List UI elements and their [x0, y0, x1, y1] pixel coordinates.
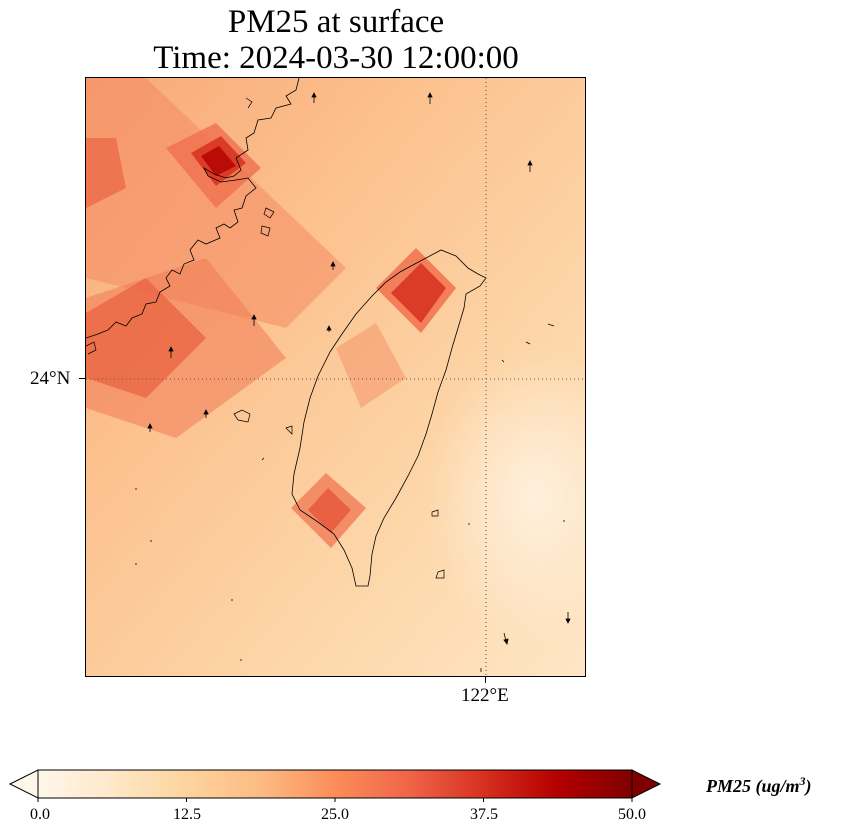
- wind-arrow: [261, 457, 265, 461]
- map-title: PM25 at surface Time: 2024-03-30 12:00:0…: [86, 4, 586, 76]
- coastline-green-island: [431, 509, 445, 579]
- coastline-penghu: [233, 409, 293, 435]
- wind-arrow: [330, 261, 336, 270]
- colorbar-label: PM25 (ug/m3): [706, 774, 812, 797]
- wind-arrow: [565, 612, 571, 624]
- colorbar-tick-4: 50.0: [618, 806, 646, 823]
- pm25-hotspot-southwest-taiwan: [291, 473, 366, 548]
- colorbar-label-exponent: 3: [799, 774, 806, 788]
- colorbar-gradient: [37, 769, 633, 799]
- pm25-low-area-southeast: [426, 348, 585, 648]
- pm25-moderate-central-taiwan: [336, 323, 406, 408]
- colorbar: [8, 769, 662, 802]
- colorbar-label-text: PM25 (ug/m: [706, 776, 800, 796]
- wind-vectors: [135, 92, 571, 672]
- wind-arrow: [547, 323, 555, 327]
- lon-tick-mark: [485, 677, 486, 683]
- lat-tick-label: 24°N: [30, 368, 71, 389]
- colorbar-label-close: ): [805, 776, 812, 796]
- colorbar-tick-2: 25.0: [321, 806, 349, 823]
- pm25-field-map: [86, 78, 585, 676]
- title-line-time: Time: 2024-03-30 12:00:00: [153, 40, 519, 76]
- wind-arrow: [203, 409, 209, 418]
- coastline-taiwan: [291, 249, 487, 587]
- title-line-variable: PM25 at surface: [227, 4, 445, 40]
- lon-tick-label: 122°E: [461, 685, 509, 706]
- wind-arrow: [311, 92, 317, 103]
- coastline-mainland: [86, 78, 300, 339]
- wind-arrow: [501, 359, 505, 363]
- colorbar-tick-0: 0.0: [30, 806, 50, 823]
- lat-tick-mark: [79, 378, 85, 379]
- colorbar-extend-min: [8, 769, 39, 799]
- pm25-hotspot-taipei: [376, 248, 456, 333]
- wind-arrow: [147, 423, 153, 432]
- wind-arrow: [326, 325, 332, 332]
- pm25-hotspot-fujian: [166, 123, 261, 208]
- wind-arrow: [168, 346, 174, 358]
- colorbar-extend-max: [631, 769, 662, 799]
- wind-arrow: [527, 160, 533, 172]
- wind-arrow: [427, 92, 433, 104]
- wind-arrow: [503, 632, 509, 645]
- map-panel: [85, 77, 586, 677]
- coastline-islands-north: [86, 97, 275, 355]
- wind-arrow: [525, 341, 531, 345]
- colorbar-tick-3: 37.5: [470, 806, 498, 823]
- wind-arrow: [251, 314, 257, 326]
- colorbar-tick-1: 12.5: [173, 806, 201, 823]
